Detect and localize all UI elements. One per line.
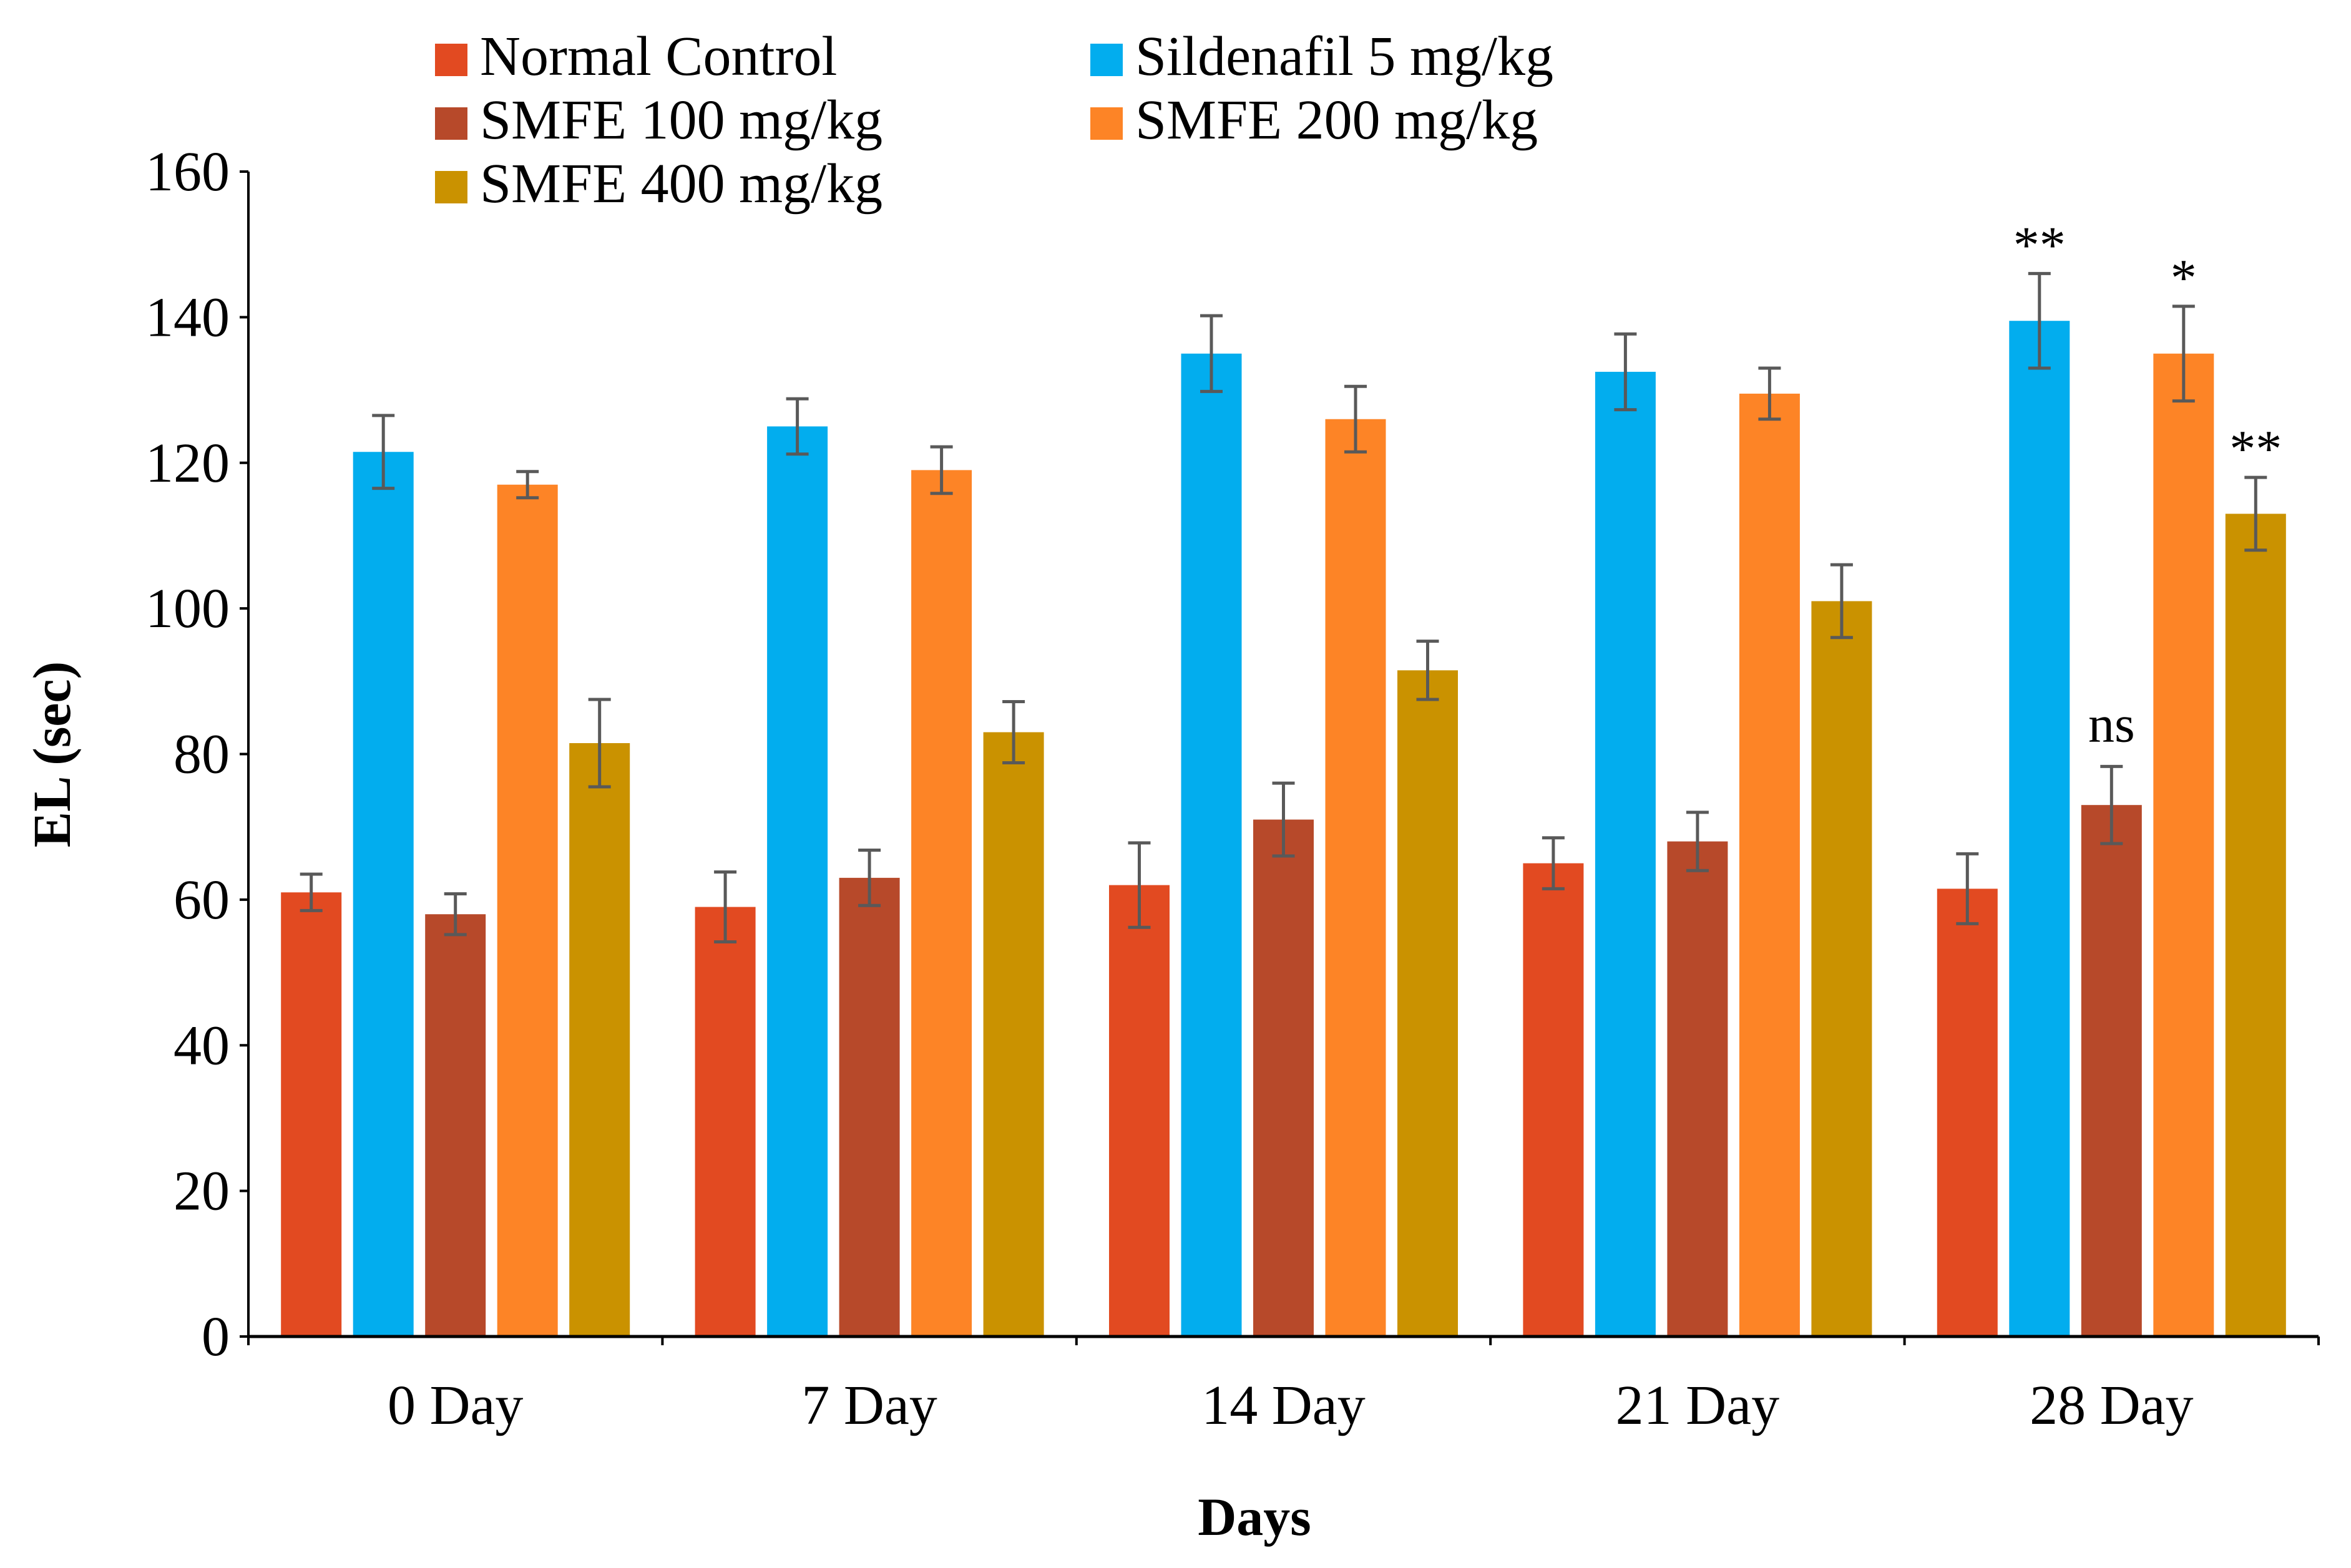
bar	[353, 452, 414, 1337]
significance-label: ns	[2088, 695, 2135, 753]
legend-swatch	[1090, 107, 1123, 140]
legend-label: SMFE 400 mg/kg	[480, 153, 882, 215]
bar	[497, 484, 558, 1337]
y-tick-label: 140	[145, 286, 230, 348]
bar	[2081, 805, 2142, 1337]
bars	[281, 321, 2286, 1337]
x-tick-label: 21 Day	[1616, 1375, 1779, 1436]
y-tick-label: 100	[145, 578, 230, 640]
x-tick-label: 7 Day	[801, 1375, 937, 1436]
legend-swatch	[435, 44, 467, 76]
y-axis: 0 20 40 60 80 100 120 140 160	[145, 141, 250, 1368]
legend: Normal Control Sildenafil 5 mg/kg SMFE 100…	[435, 26, 1553, 215]
bar	[2153, 353, 2214, 1337]
bar	[839, 877, 900, 1337]
y-tick-label: 20	[174, 1161, 230, 1222]
y-tick-label: 40	[174, 1015, 230, 1076]
legend-label: SMFE 100 mg/kg	[480, 89, 882, 151]
bar	[1253, 819, 1314, 1337]
bar	[983, 732, 1044, 1337]
x-tick-label: 14 Day	[1201, 1375, 1365, 1436]
y-tick-label: 160	[145, 141, 230, 203]
legend-label: Normal Control	[480, 26, 837, 87]
bar	[695, 907, 756, 1337]
legend-label: SMFE 200 mg/kg	[1135, 89, 1538, 151]
significance-label: *	[2171, 249, 2197, 307]
y-tick-label: 120	[145, 432, 230, 494]
legend-swatch	[435, 107, 467, 140]
bar	[425, 914, 486, 1337]
x-tick-label: 28 Day	[2030, 1375, 2193, 1436]
bar	[1523, 863, 1584, 1337]
legend-swatch	[435, 171, 467, 203]
y-tick-label: 80	[174, 724, 230, 786]
legend-label: Sildenafil 5 mg/kg	[1135, 26, 1553, 87]
bar	[911, 470, 972, 1337]
bar	[1181, 353, 1242, 1337]
bar	[1109, 885, 1170, 1337]
bar	[1325, 419, 1386, 1337]
significance-label: **	[2229, 420, 2282, 478]
legend-swatch	[1090, 44, 1123, 76]
bar	[1811, 601, 1872, 1337]
error-bars	[300, 271, 2267, 944]
bar	[1595, 371, 1656, 1337]
significance-label: **	[2013, 216, 2066, 274]
bar	[767, 426, 828, 1337]
significance-annotations: **ns***	[2013, 216, 2282, 753]
bar	[569, 743, 630, 1337]
x-axis: 0 Day 7 Day 14 Day 21 Day 28 Day	[247, 1335, 2320, 1436]
bar	[1739, 393, 1800, 1337]
y-tick-label: 60	[174, 869, 230, 931]
bar	[2009, 321, 2070, 1337]
bar	[2225, 514, 2286, 1337]
bar	[1397, 670, 1458, 1337]
y-tick-label: 0	[202, 1306, 230, 1368]
bar	[281, 892, 342, 1337]
bar	[1667, 841, 1728, 1337]
y-axis-title: EL (sec)	[22, 661, 82, 848]
x-axis-title: Days	[1198, 1487, 1311, 1547]
x-tick-label: 0 Day	[388, 1375, 523, 1436]
bar	[1937, 889, 1998, 1337]
